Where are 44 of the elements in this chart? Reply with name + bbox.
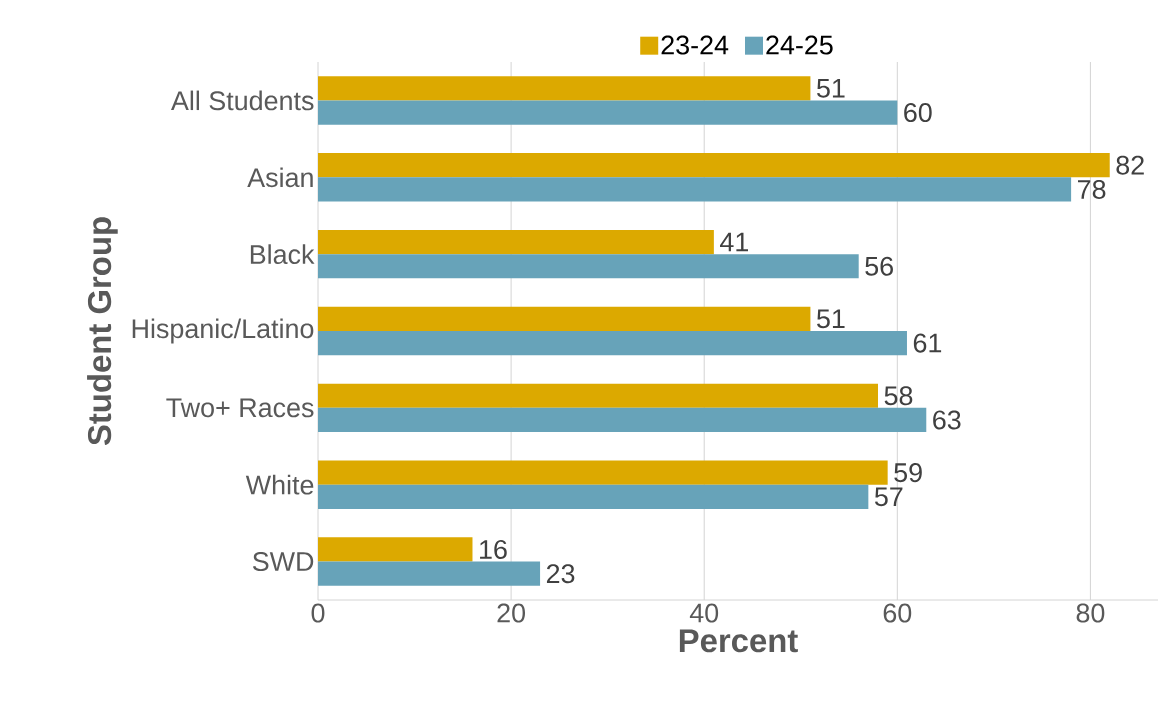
bar [318,254,859,279]
x-tick-label: 80 [1076,603,1105,623]
bar [318,153,1110,178]
data-label: 16 [480,539,507,559]
y-axis-title: Student Group [87,217,118,446]
y-tick-label: Black [250,244,315,265]
data-label: 82 [1116,155,1144,175]
data-label: 51 [817,78,845,98]
legend-label: 23-24 [661,35,729,55]
x-tick-label: 0 [311,603,325,623]
x-tick-label: 40 [689,603,719,623]
y-tick-label: Asian [247,167,313,188]
x-tick-label: 20 [497,603,526,623]
y-tick-label: Two+ Races [166,398,314,418]
bar [318,229,714,255]
bar [318,484,869,509]
bar [318,561,541,586]
bar [318,177,1072,202]
y-tick-label: Hispanic/Latino [132,318,314,344]
data-label: 23 [546,564,575,584]
data-label: 60 [904,103,932,123]
bar [318,537,473,562]
y-tick-label: All Students [170,90,314,111]
data-label: 56 [865,256,893,276]
data-label: 41 [720,232,748,252]
data-label: 63 [933,410,961,430]
y-tick-label: White [245,474,314,495]
data-label: 51 [817,309,845,329]
bar [318,460,888,485]
bar [318,331,907,356]
bar [318,306,811,332]
bar [318,76,811,101]
bar [318,100,898,125]
bar [318,383,878,408]
data-label: 78 [1078,179,1106,199]
bar [318,407,927,433]
data-label: 58 [884,386,913,406]
x-tick-label: 60 [883,603,912,623]
legend-label: 24-25 [766,35,833,55]
x-axis-title: Percent [679,629,798,653]
y-tick-label: SWD [252,552,314,572]
data-label: 61 [913,333,942,353]
data-label: 59 [894,463,922,483]
data-label: 57 [874,487,903,507]
